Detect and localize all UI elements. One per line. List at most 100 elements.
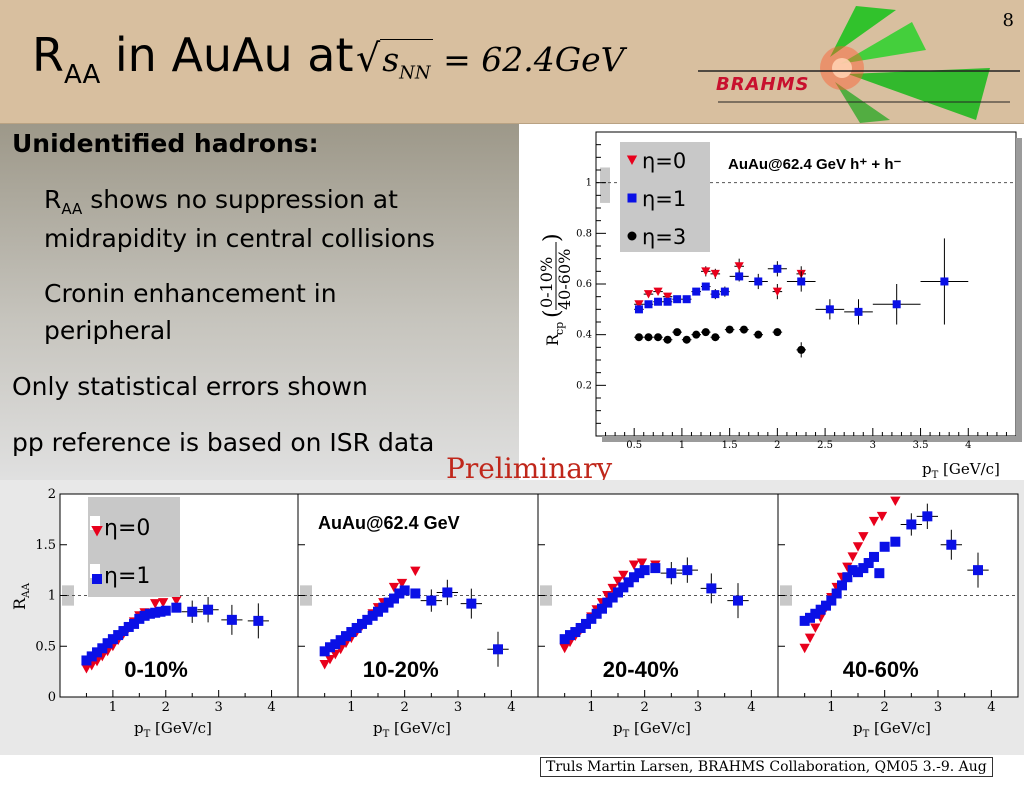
- data-point: [81, 655, 92, 666]
- data-point: [634, 568, 645, 579]
- data-point: [466, 598, 477, 609]
- legend-label: η=1: [642, 187, 686, 211]
- data-point: [772, 287, 782, 296]
- data-point: [150, 599, 161, 609]
- data-point: [373, 606, 383, 617]
- data-point: [890, 496, 901, 507]
- data-point: [673, 295, 682, 304]
- x-tick-label: 3.5: [913, 440, 929, 451]
- data-point: [602, 597, 613, 608]
- data-point: [644, 333, 653, 342]
- data-point: [876, 511, 888, 522]
- data-point: [575, 622, 586, 633]
- data-point: [597, 603, 607, 614]
- data-point: [711, 333, 720, 342]
- logo-green-wedge: [840, 22, 926, 64]
- preliminary-label: Preliminary: [446, 452, 613, 485]
- data-point: [389, 593, 399, 604]
- radicand-s: s: [382, 40, 400, 79]
- data-point: [253, 615, 264, 626]
- legend-marker: [91, 526, 103, 537]
- data-point: [129, 618, 140, 629]
- legend-marker: [626, 155, 638, 165]
- data-point: [653, 287, 663, 296]
- rcp-chart: 0.5 1 1.5 2 2.5 3 3.5 4 0.2 0.4 0.6 0.8 1 pT [GeV/c] R…: [537, 131, 1022, 480]
- data-point: [663, 335, 672, 344]
- y-axis-label: RAA: [10, 582, 32, 610]
- x-tick-label: 3: [215, 700, 223, 715]
- x-tick-label: 4: [747, 700, 755, 715]
- logo-flare: [832, 58, 852, 78]
- y-axis-label: Rcp (0-10% 40-60%): [537, 233, 574, 346]
- data-point: [644, 300, 653, 309]
- data-point: [107, 634, 118, 645]
- data-point: [821, 600, 831, 611]
- equation-rhs: = 62.4GeV: [432, 40, 625, 79]
- data-point: [663, 297, 672, 306]
- data-point: [134, 613, 145, 624]
- bullet-raa-line1: RAA shows no suppression at: [44, 184, 398, 219]
- data-point: [81, 664, 92, 674]
- data-point: [97, 643, 108, 654]
- data-point: [442, 587, 453, 598]
- y-tick-label: 0: [48, 690, 56, 705]
- data-point: [113, 630, 124, 641]
- legend-marker-bg: [90, 564, 100, 578]
- data-point: [586, 613, 597, 624]
- text-panel: [0, 124, 519, 480]
- data-point: [559, 643, 570, 654]
- data-point: [559, 634, 570, 645]
- title-equation: √sNN = 62.4GeV: [356, 36, 625, 84]
- y-label-den: 40-60%: [555, 249, 574, 310]
- y-tick-label: 1.5: [35, 538, 56, 553]
- x-tick-label: 2.5: [817, 440, 833, 451]
- x-tick-label: 1.5: [722, 440, 738, 451]
- legend-label: η=0: [642, 149, 686, 173]
- data-point: [906, 519, 917, 530]
- data-point: [357, 618, 367, 629]
- data-point: [410, 566, 421, 577]
- logo-text: BRAHMS: [716, 74, 810, 95]
- centrality-label: 40-60%: [843, 657, 919, 682]
- x-tick-label: 1: [587, 700, 595, 715]
- data-point: [654, 297, 663, 306]
- data-point: [634, 333, 643, 342]
- bullet-r: R: [44, 185, 62, 214]
- data-point: [362, 614, 373, 625]
- data-point: [879, 541, 890, 552]
- data-point: [383, 597, 394, 608]
- x-tick-label: 2: [162, 700, 170, 715]
- data-point: [815, 604, 826, 615]
- data-point: [570, 627, 581, 638]
- data-point: [853, 567, 863, 578]
- data-point: [325, 642, 335, 653]
- data-point: [892, 300, 901, 309]
- data-point: [155, 606, 166, 617]
- data-point: [634, 300, 644, 309]
- data-point: [858, 532, 869, 542]
- data-point: [123, 621, 134, 632]
- data-point: [682, 335, 691, 344]
- data-point: [351, 622, 362, 633]
- y-tick-label: 1: [586, 178, 592, 189]
- data-point: [426, 595, 437, 606]
- y-tick-label: 0.8: [576, 228, 592, 239]
- radicand-sub: NN: [399, 62, 431, 84]
- legend-marker-bg: [90, 516, 100, 530]
- x-axis-label: pT [GeV/c]: [613, 719, 691, 740]
- data-point: [144, 608, 155, 619]
- y-label-r: R: [543, 333, 562, 346]
- data-point: [701, 282, 710, 291]
- x-tick-label: 3: [454, 700, 462, 715]
- sqrt-radicand: sNN: [380, 39, 433, 84]
- title-r: R: [32, 28, 64, 82]
- x-tick-label: 1: [827, 700, 835, 715]
- data-point: [890, 536, 901, 547]
- legend-box: [88, 497, 180, 597]
- data-point: [346, 627, 357, 638]
- x-tick-label: 3: [694, 700, 702, 715]
- data-point: [831, 588, 842, 599]
- data-point: [612, 576, 624, 587]
- data-point: [324, 654, 336, 665]
- data-point: [852, 542, 864, 552]
